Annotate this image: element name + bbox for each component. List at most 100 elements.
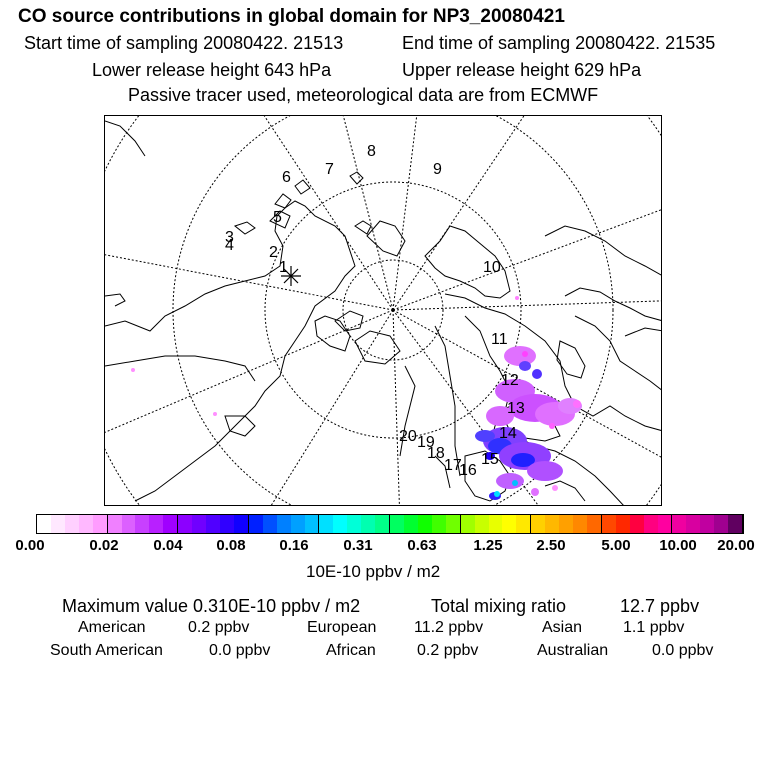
south-american-label: South American: [50, 642, 163, 659]
trajectory-label: 5: [273, 209, 282, 226]
colorbar-tick-label: 0.02: [89, 537, 119, 554]
trajectory-label: 7: [325, 161, 334, 178]
african-value: 0.2 ppbv: [417, 642, 479, 659]
colorbar-segment: [290, 515, 305, 533]
trajectory-label: 1: [279, 259, 288, 276]
polar-map: 1 2 3 4 5 6 7 8 9 10 11 12 13 14 15 16 1…: [104, 115, 662, 506]
colorbar-segment: [601, 515, 616, 533]
colorbar-segment: [714, 515, 729, 533]
colorbar-tick-label: 0.08: [216, 537, 246, 554]
colorbar-segment: [192, 515, 207, 533]
colorbar-segment: [78, 515, 93, 533]
european-value: 11.2 ppbv: [414, 619, 484, 636]
colorbar-segment: [672, 515, 687, 533]
colorbar-segment: [304, 515, 320, 533]
asian-value: 1.1 ppbv: [623, 619, 685, 636]
colorbar-segment: [516, 515, 532, 533]
colorbar-segment: [445, 515, 461, 533]
trajectory-label: 13: [507, 400, 525, 417]
colorbar-tick-label: 20.00: [717, 537, 755, 554]
colorbar-segment: [643, 515, 658, 533]
plot-title: CO source contributions in global domain…: [18, 6, 565, 27]
colorbar-segment: [474, 515, 489, 533]
total-mixing-label: Total mixing ratio: [431, 596, 567, 616]
colorbar-segment: [417, 515, 432, 533]
trajectory-label: 9: [433, 161, 442, 178]
colorbar-tick-label: 0.00: [15, 537, 45, 554]
colorbar-segment: [728, 515, 744, 533]
lower-height-text: Lower release height 643 hPa: [92, 60, 332, 80]
colorbar-units: 10E-10 ppbv / m2: [306, 562, 441, 581]
colorbar-segment: [361, 515, 376, 533]
colorbar-segment: [219, 515, 234, 533]
colorbar-segment: [262, 515, 277, 533]
colorbar-segment: [319, 515, 334, 533]
trajectory-label: 6: [282, 169, 291, 186]
american-label: American: [78, 619, 146, 636]
colorbar-tick-label: 5.00: [601, 537, 631, 554]
colorbar-segment: [163, 515, 179, 533]
colorbar-segment: [629, 515, 644, 533]
trajectory-label: 3: [225, 229, 234, 246]
trajectory-label: 12: [501, 372, 519, 389]
colorbar-segment: [545, 515, 560, 533]
colorbar-segment: [206, 515, 220, 533]
trajectory-label: 11: [491, 331, 508, 348]
colorbar-segment: [403, 515, 418, 533]
colorbar-segment: [559, 515, 574, 533]
colorbar-segment: [657, 515, 673, 533]
colorbar-tick-label: 0.16: [279, 537, 309, 554]
colorbar-segment: [573, 515, 587, 533]
colorbar-tick-label: 2.50: [536, 537, 566, 554]
trajectory-label: 2: [269, 244, 278, 261]
trajectory-label: 18: [427, 445, 445, 462]
colorbar-segment: [586, 515, 602, 533]
colorbar-tick-label: 10.00: [659, 537, 697, 554]
colorbar-segment: [178, 515, 193, 533]
asian-label: Asian: [542, 619, 583, 636]
colorbar-segment: [347, 515, 362, 533]
american-value: 0.2 ppbv: [188, 619, 250, 636]
upper-height-text: Upper release height 629 hPa: [402, 60, 642, 80]
colorbar-segment: [431, 515, 446, 533]
south-american-value: 0.0 ppbv: [209, 642, 271, 659]
trajectory-label: 20: [399, 428, 417, 445]
colorbar-segment: [333, 515, 348, 533]
total-mixing-value: 12.7 ppbv: [620, 596, 700, 616]
release-location-icon: [281, 266, 301, 286]
concentration-plume: [131, 296, 582, 500]
trajectory-labels: 1 2 3 4 5 6 7 8 9 10 11 12 13 14 15 16 1…: [225, 143, 525, 479]
colorbar-segment: [502, 515, 517, 533]
trajectory-label: 15: [481, 451, 499, 468]
trajectory-label: 17: [444, 457, 462, 474]
colorbar-tick-label: 1.25: [473, 537, 503, 554]
colorbar-segment: [92, 515, 108, 533]
colorbar: [36, 514, 744, 534]
colorbar-segment: [375, 515, 391, 533]
trajectory-label: 8: [367, 143, 376, 160]
colorbar-segment: [149, 515, 164, 533]
end-time-text: End time of sampling 20080422. 21535: [402, 33, 716, 53]
colorbar-segment: [135, 515, 150, 533]
tracer-note-text: Passive tracer used, meteorological data…: [128, 85, 599, 105]
colorbar-segment: [460, 515, 475, 533]
colorbar-segment: [107, 515, 122, 533]
colorbar-segment: [37, 515, 51, 533]
colorbar-segment: [276, 515, 291, 533]
colorbar-segment: [248, 515, 263, 533]
colorbar-segment: [121, 515, 136, 533]
colorbar-tick-label: 0.63: [407, 537, 437, 554]
latitude-circles: [105, 116, 661, 505]
european-label: European: [307, 619, 377, 636]
colorbar-segment: [531, 515, 546, 533]
australian-value: 0.0 ppbv: [652, 642, 714, 659]
trajectory-label: 10: [483, 259, 501, 276]
australian-label: Australian: [537, 642, 609, 659]
max-value-text: Maximum value 0.310E-10 ppbv / m2: [62, 596, 361, 616]
meridian-lines: [105, 116, 661, 505]
colorbar-segment: [488, 515, 503, 533]
colorbar-segment: [390, 515, 404, 533]
coastlines: [105, 120, 661, 505]
start-time-text: Start time of sampling 20080422. 21513: [24, 33, 344, 53]
colorbar-segment: [64, 515, 79, 533]
